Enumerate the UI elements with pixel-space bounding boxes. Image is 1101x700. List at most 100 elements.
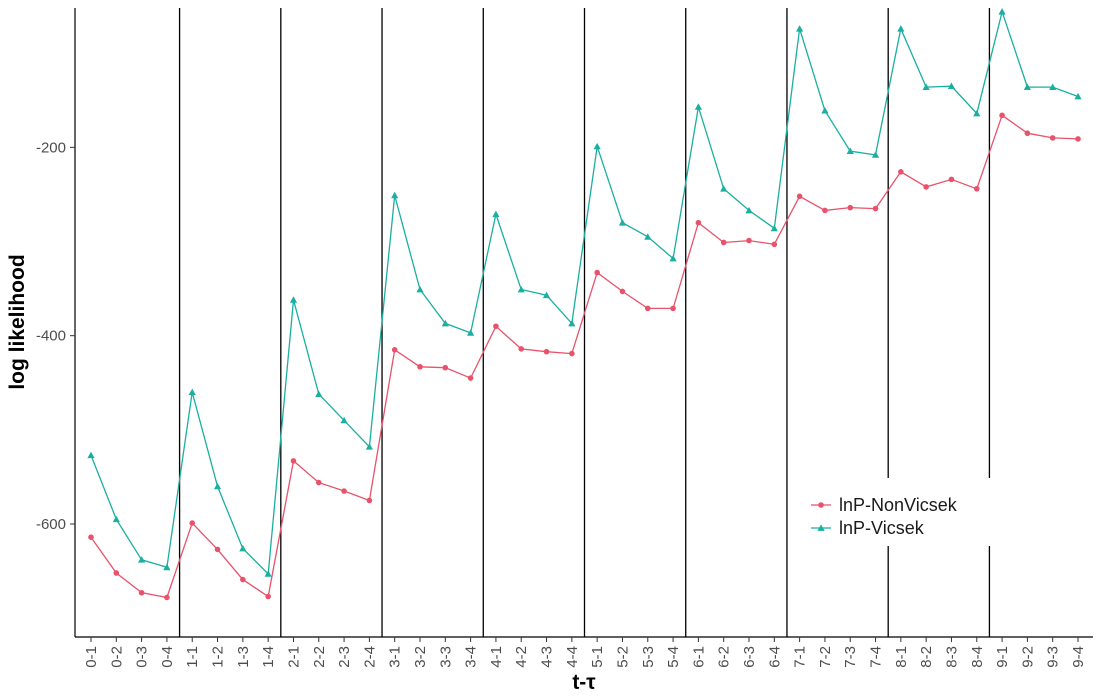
legend-item: lnP-Vicsek: [811, 518, 925, 538]
data-point: [694, 103, 702, 110]
data-point: [239, 544, 247, 552]
x-tick-label: 0-4: [159, 646, 176, 668]
series-line: [90, 9, 1079, 576]
data-point: [644, 233, 652, 240]
data-point: [441, 319, 449, 327]
x-tick-label: 9-2: [1019, 646, 1036, 668]
x-tick-label: 3-4: [463, 646, 480, 668]
x-tick-label: 5-2: [614, 646, 631, 668]
data-point: [821, 107, 829, 114]
data-point: [999, 112, 1005, 119]
x-axis-title: t-τ: [572, 671, 596, 694]
data-point: [771, 241, 778, 248]
data-point: [366, 497, 373, 504]
data-point: [1074, 92, 1082, 100]
data-point: [1049, 135, 1056, 141]
data-point: [669, 254, 677, 262]
y-axis-title: log likelihood: [6, 254, 29, 389]
data-point: [948, 176, 955, 183]
x-tick-label: 9-4: [1070, 646, 1087, 668]
data-point: [973, 185, 980, 192]
data-series: [87, 8, 1082, 601]
data-point: [442, 364, 449, 371]
legend-item: lnP-NonVicsek: [811, 495, 958, 515]
data-point: [720, 185, 728, 192]
data-point: [492, 210, 500, 218]
x-tick-label: 5-4: [665, 646, 682, 668]
x-tick-label: 5-1: [589, 646, 606, 668]
x-tick-label: 4-3: [539, 646, 556, 668]
data-point: [240, 576, 246, 583]
data-point: [542, 291, 551, 299]
data-point: [493, 323, 499, 330]
data-point: [846, 147, 854, 155]
data-point: [138, 589, 145, 596]
y-tick-label: -600: [36, 516, 66, 533]
data-point: [88, 534, 94, 540]
data-point: [517, 285, 525, 293]
x-tick-label: 7-1: [792, 646, 809, 668]
data-point: [569, 350, 575, 357]
x-tick-label: 2-1: [285, 646, 302, 668]
data-point: [922, 83, 930, 90]
x-tick-label: 2-3: [336, 646, 353, 668]
data-point: [898, 169, 904, 175]
data-point: [1024, 130, 1031, 137]
data-point: [594, 269, 600, 276]
x-tick-label: 3-1: [387, 646, 404, 668]
data-point: [163, 563, 171, 571]
data-point: [138, 556, 146, 563]
data-point: [973, 109, 981, 117]
data-point: [822, 207, 828, 214]
legend: lnP-NonVicsek lnP-Vicsek: [805, 478, 995, 546]
x-tick-label: 8-2: [918, 646, 935, 668]
data-point: [670, 305, 676, 312]
data-point: [796, 25, 804, 32]
data-point: [568, 319, 576, 327]
data-point: [543, 348, 550, 355]
x-tick-label: 8-1: [893, 646, 910, 668]
x-tick-label: 0-1: [83, 646, 100, 668]
data-point: [644, 305, 651, 312]
x-tick-label: 7-2: [817, 646, 834, 668]
data-point: [417, 363, 423, 370]
x-tick-label: 0-2: [108, 646, 125, 668]
data-point: [189, 520, 196, 526]
legend-key-marker: [818, 502, 824, 508]
data-point: [796, 193, 803, 200]
x-tick-label: 4-4: [564, 646, 581, 668]
series-lnP-NonVicsek: [88, 112, 1081, 601]
data-point: [365, 443, 373, 450]
x-tick-label: 0-3: [134, 646, 151, 668]
data-point: [265, 593, 271, 600]
x-axis-ticks: 0-1 0-2 0-3 0-4 1-1 1-2 1-3 1-4 2-1 2-2 2-3 2-4 3-1 3…: [83, 637, 1087, 668]
data-point: [1049, 83, 1057, 90]
x-tick-label: 1-4: [260, 646, 277, 668]
x-tick-label: 8-3: [943, 646, 960, 668]
x-tick-label: 6-3: [741, 646, 758, 668]
x-tick-label: 7-3: [842, 646, 859, 668]
y-tick-label: -200: [36, 139, 66, 156]
x-tick-label: 4-2: [513, 646, 530, 668]
axes: [74, 8, 1093, 638]
data-point: [164, 594, 170, 601]
x-tick-label: 5-3: [640, 646, 657, 668]
legend-label: lnP-NonVicsek: [839, 495, 958, 515]
data-point: [618, 219, 627, 226]
data-point: [391, 347, 398, 353]
x-tick-label: 9-3: [1045, 646, 1062, 668]
data-point: [289, 296, 298, 303]
x-tick-label: 3-2: [412, 646, 429, 668]
legend-label: lnP-Vicsek: [839, 518, 925, 538]
data-point: [290, 458, 297, 464]
data-point: [87, 451, 95, 459]
data-point: [340, 416, 348, 424]
data-point: [746, 237, 752, 244]
legend-key-marker: [817, 524, 825, 531]
x-tick-label: 1-2: [210, 646, 227, 668]
data-point: [897, 25, 905, 32]
x-tick-label: 1-3: [235, 646, 252, 668]
data-point: [467, 375, 474, 381]
